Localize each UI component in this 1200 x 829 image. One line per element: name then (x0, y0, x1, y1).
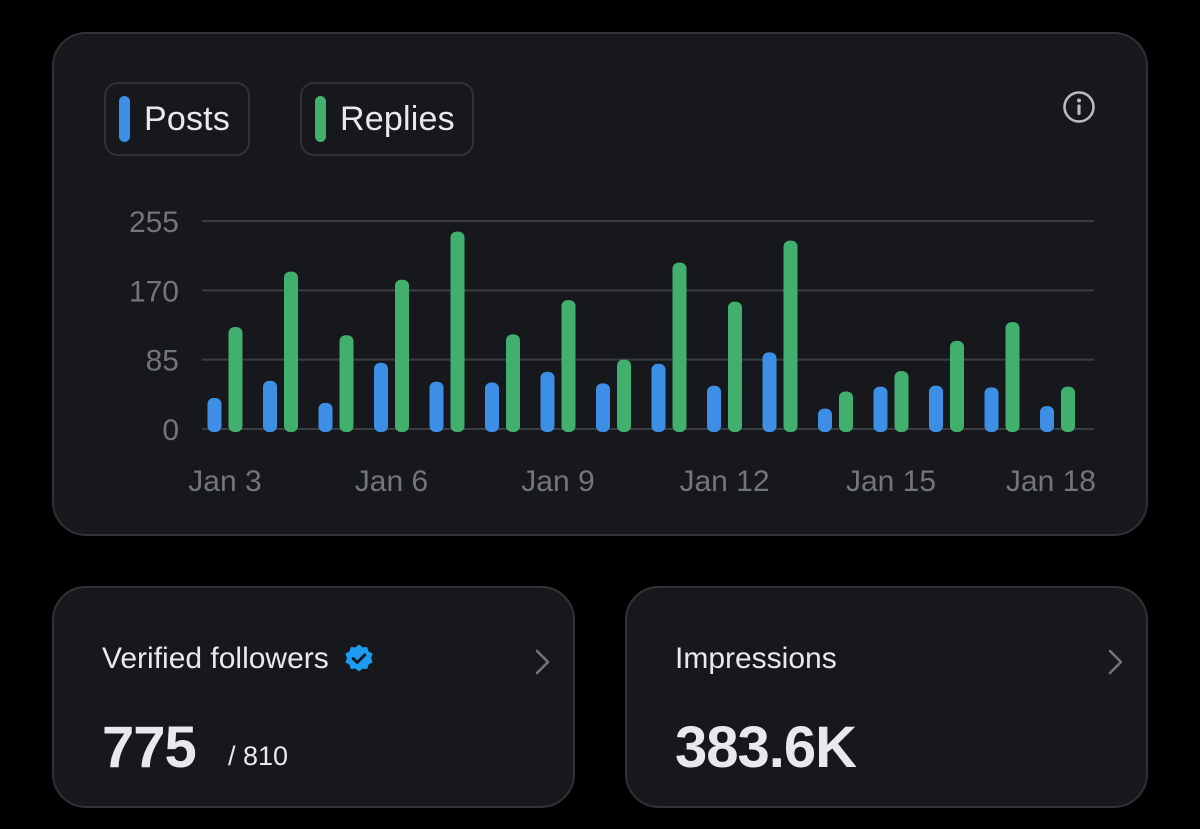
bar-posts-jan-3[interactable] (207, 398, 222, 432)
bar-replies-jan-7[interactable] (450, 231, 465, 432)
legend-replies-label: Replies (340, 99, 455, 138)
bar-posts-jan-4[interactable] (263, 380, 277, 432)
x-tick-label: Jan 6 (355, 465, 428, 498)
verified-followers-title: Verified followers (102, 642, 329, 675)
verified-followers-card[interactable]: Verified followers 775 / 810 (52, 586, 575, 808)
verified-followers-title-row: Verified followers (102, 642, 375, 676)
bar-replies-jan-15[interactable] (894, 371, 909, 432)
x-tick-label: Jan 3 (188, 465, 261, 498)
impressions-card[interactable]: Impressions 383.6K (625, 586, 1148, 808)
bar-replies-jan-8[interactable] (506, 334, 520, 432)
bar-replies-jan-3[interactable] (228, 327, 243, 432)
y-tick-label: 170 (129, 275, 179, 308)
bar-posts-jan-5[interactable] (318, 402, 333, 432)
impressions-title-row: Impressions (675, 642, 837, 676)
bar-posts-jan-8[interactable] (485, 382, 499, 432)
bar-posts-jan-15[interactable] (873, 386, 888, 432)
x-tick-label: Jan 15 (846, 465, 936, 498)
info-icon[interactable] (1062, 90, 1096, 124)
bar-posts-jan-16[interactable] (929, 385, 943, 432)
bar-replies-jan-13[interactable] (783, 240, 798, 432)
bar-replies-jan-5[interactable] (339, 335, 354, 432)
activity-chart-card: Posts Replies 0 85 170 255 Jan 3 Jan 6 Jan 9 Ja… (52, 32, 1148, 536)
verified-followers-total: / 810 (228, 741, 289, 771)
x-tick-label: Jan 18 (1006, 465, 1096, 498)
x-tick-label: Jan 12 (679, 465, 769, 498)
y-tick-label: 0 (162, 414, 179, 447)
bar-replies-jan-14[interactable] (839, 391, 853, 432)
y-tick-label: 85 (146, 345, 179, 378)
bar-posts-jan-9[interactable] (540, 371, 555, 432)
bar-replies-jan-4[interactable] (284, 271, 298, 432)
impressions-title: Impressions (675, 642, 837, 675)
verified-followers-value: 775 (102, 715, 197, 780)
bar-posts-jan-13[interactable] (762, 352, 777, 432)
bar-posts-jan-17[interactable] (984, 387, 999, 432)
chevron-right-icon[interactable] (532, 646, 554, 678)
legend-posts-toggle[interactable]: Posts (104, 82, 250, 156)
impressions-value: 383.6K (675, 715, 857, 780)
y-tick-label: 255 (129, 206, 179, 239)
bar-posts-jan-14[interactable] (818, 408, 832, 432)
bar-replies-jan-11[interactable] (672, 262, 687, 432)
bar-replies-jan-18[interactable] (1061, 386, 1075, 432)
bar-posts-jan-6[interactable] (374, 362, 388, 432)
bar-replies-jan-6[interactable] (395, 279, 409, 432)
bar-replies-jan-10[interactable] (617, 359, 631, 432)
verified-badge-icon (345, 644, 373, 672)
bar-replies-jan-9[interactable] (561, 300, 576, 432)
bar-replies-jan-12[interactable] (728, 301, 742, 432)
chevron-right-icon[interactable] (1105, 646, 1127, 678)
bar-posts-jan-7[interactable] (429, 381, 444, 432)
replies-swatch (315, 96, 326, 142)
bar-posts-jan-11[interactable] (651, 363, 666, 432)
bar-posts-jan-18[interactable] (1040, 406, 1054, 432)
bar-replies-jan-17[interactable] (1005, 322, 1020, 432)
bar-posts-jan-10[interactable] (596, 383, 610, 432)
posts-swatch (119, 96, 130, 142)
bar-posts-jan-12[interactable] (707, 385, 721, 432)
bar-chart: 0 85 170 255 Jan 3 Jan 6 Jan 9 Jan 12 Jan 15 Jan … (129, 206, 1096, 498)
legend-replies-toggle[interactable]: Replies (300, 82, 474, 156)
x-tick-label: Jan 9 (521, 465, 594, 498)
bar-replies-jan-16[interactable] (950, 340, 964, 432)
legend-posts-label: Posts (144, 99, 231, 138)
